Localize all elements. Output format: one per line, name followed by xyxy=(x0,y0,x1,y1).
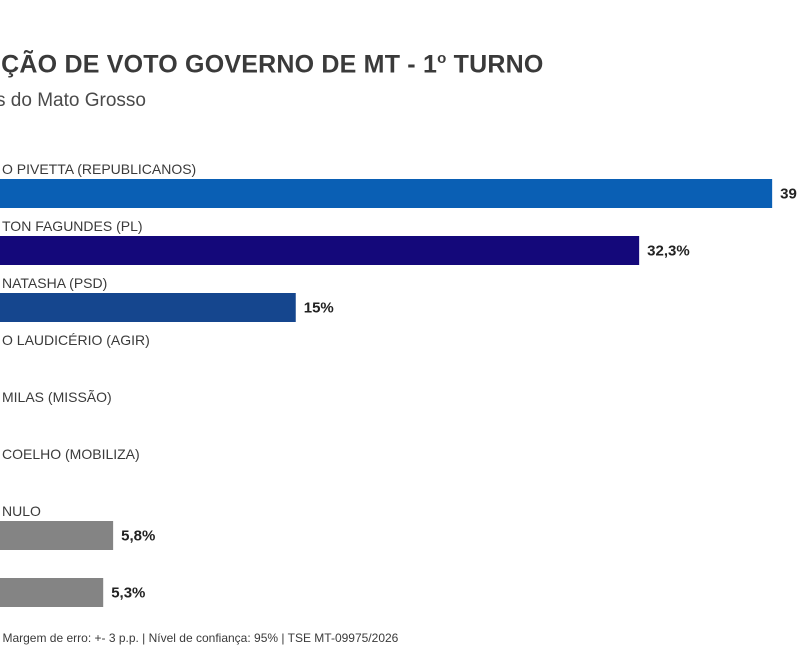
bar-row-1 xyxy=(0,179,773,208)
bar-chart: O PIVETTA (REPUBLICANOS) 39 TON FAGUNDES (… xyxy=(0,161,797,607)
bar-value-row-1: 39 xyxy=(780,186,797,203)
bar-value-row-2: 32,3% xyxy=(647,243,690,260)
bar-value-row-7: 5,8% xyxy=(121,528,155,545)
bar-row-2 xyxy=(0,236,640,265)
bar-row-3 xyxy=(0,293,296,322)
bar-row-7 xyxy=(0,521,114,550)
bar-label-row-4: O LAUDICÉRIO (AGIR) xyxy=(2,332,150,348)
chart-title: IÇÃO DE VOTO GOVERNO DE MT - 1o TURNO xyxy=(0,50,544,79)
bar-value-row-8: 5,3% xyxy=(111,585,145,602)
chart-footer-note: | Margem de erro: +- 3 p.p. | Nível de c… xyxy=(0,631,399,645)
bar-label-row-1: O PIVETTA (REPUBLICANOS) xyxy=(2,161,196,177)
bar-label-row-3: NATASHA (PSD) xyxy=(2,275,107,291)
bar-label-row-7: NULO xyxy=(2,503,41,519)
bar-label-row-5: MILAS (MISSÃO) xyxy=(2,389,112,405)
bar-label-row-6: COELHO (MOBILIZA) xyxy=(2,446,140,462)
bar-row-8 xyxy=(0,578,104,607)
bar-value-row-3: 15% xyxy=(304,300,334,317)
chart-subtitle: s do Mato Grosso xyxy=(0,90,146,111)
bar-label-row-2: TON FAGUNDES (PL) xyxy=(2,218,143,234)
